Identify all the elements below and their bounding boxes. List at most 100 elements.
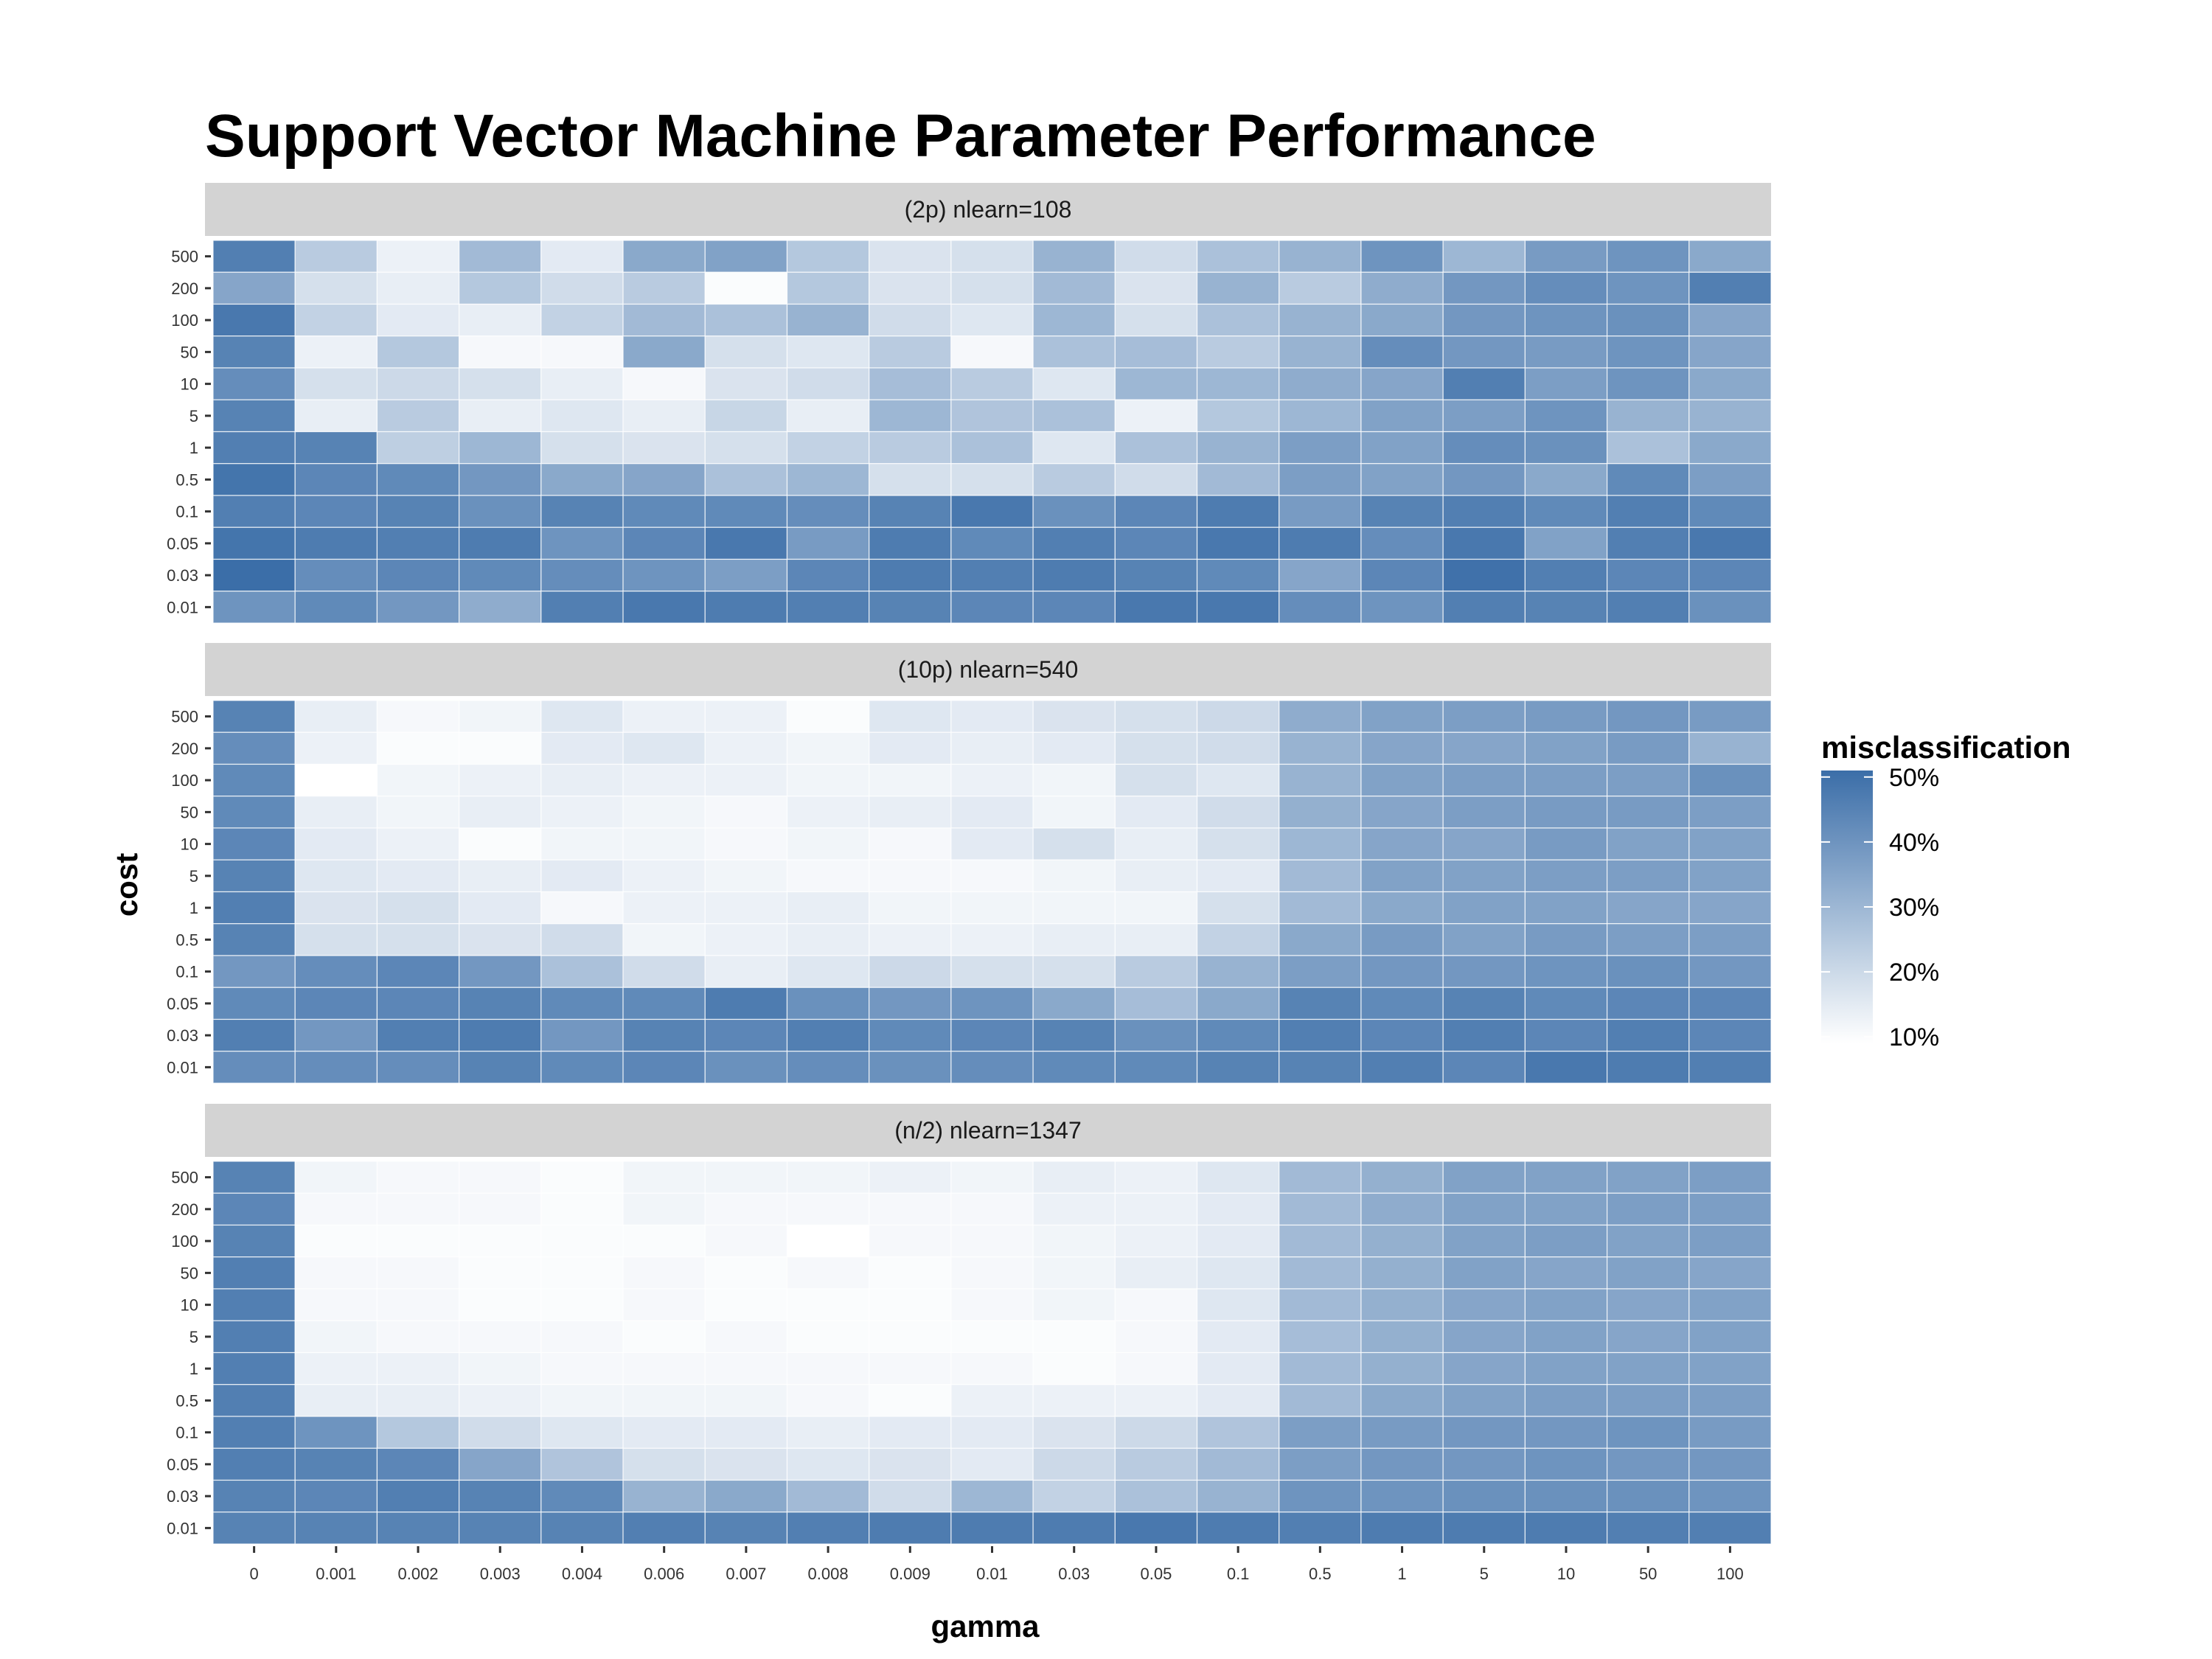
heatmap-cell: [1606, 859, 1690, 893]
heatmap-cell: [540, 1192, 624, 1226]
heatmap-cell: [1279, 987, 1362, 1020]
heatmap-cell: [622, 1479, 706, 1513]
heatmap-cell: [622, 859, 706, 893]
heatmap-cell: [1279, 240, 1362, 273]
heatmap-cell: [1114, 1256, 1198, 1290]
heatmap-cell: [1442, 1224, 1526, 1258]
heatmap-cell: [1196, 463, 1280, 496]
heatmap-cell: [1524, 987, 1608, 1020]
heatmap-cell: [1606, 1479, 1690, 1513]
heatmap-cell: [294, 1384, 378, 1417]
heatmap-cell: [869, 763, 952, 797]
heatmap-cell: [704, 700, 788, 733]
heatmap-cell: [1032, 463, 1116, 496]
heatmap-cell: [950, 240, 1034, 273]
heatmap-cell: [704, 827, 788, 860]
heatmap-cell: [376, 700, 460, 733]
heatmap-cell: [459, 1256, 542, 1290]
heatmap-cell: [1442, 591, 1526, 624]
heatmap-cell: [1114, 1447, 1198, 1481]
heatmap-cell: [622, 796, 706, 829]
heatmap-cell: [1279, 1224, 1362, 1258]
heatmap-cell: [704, 955, 788, 988]
heatmap-cell: [212, 827, 296, 860]
heatmap-cell: [950, 923, 1034, 956]
heatmap-cell: [622, 1018, 706, 1052]
heatmap-cell: [1114, 891, 1198, 925]
y-tick-label: 0.1: [175, 963, 198, 981]
x-tick-label: 0.5: [1309, 1565, 1332, 1583]
heatmap-cell: [786, 827, 870, 860]
heatmap-cell: [1360, 1384, 1444, 1417]
heatmap-cell: [1196, 367, 1280, 400]
heatmap-cell: [786, 1512, 870, 1545]
heatmap-cell: [1606, 1384, 1690, 1417]
heatmap-cell: [376, 1192, 460, 1226]
heatmap-cell: [1606, 463, 1690, 496]
heatmap-cell: [786, 955, 870, 988]
heatmap-cell: [1606, 1320, 1690, 1354]
heatmap-cell: [786, 1018, 870, 1052]
heatmap-cell: [1442, 1479, 1526, 1513]
heatmap-cell: [1032, 827, 1116, 860]
heatmap-cell: [294, 1161, 378, 1194]
heatmap-cell: [786, 1288, 870, 1321]
heatmap-cell: [1032, 1224, 1116, 1258]
heatmap-cell: [786, 891, 870, 925]
heatmap-cell: [540, 1256, 624, 1290]
heatmap-cell: [294, 827, 378, 860]
legend-tick-label: 50%: [1889, 764, 1939, 792]
heatmap-cell: [1032, 1447, 1116, 1481]
heatmap-cell: [376, 1384, 460, 1417]
heatmap-cell: [786, 1051, 870, 1084]
heatmap-cell: [1114, 1384, 1198, 1417]
heatmap-cell: [1279, 1447, 1362, 1481]
heatmap-cell: [1360, 463, 1444, 496]
x-tick-label: 0.008: [808, 1565, 849, 1583]
heatmap-cell: [950, 1051, 1034, 1084]
heatmap-cell: [1524, 495, 1608, 528]
heatmap-cell: [1196, 495, 1280, 528]
heatmap-cell: [786, 1192, 870, 1226]
heatmap-cell: [1360, 1256, 1444, 1290]
heatmap-cell: [1196, 271, 1280, 305]
heatmap-cell: [1688, 859, 1772, 893]
heatmap-cell: [622, 240, 706, 273]
heatmap-cell: [1606, 591, 1690, 624]
heatmap-cell: [1032, 431, 1116, 465]
heatmap-cell: [540, 463, 624, 496]
heatmap-cell: [1196, 796, 1280, 829]
heatmap-cell: [1442, 700, 1526, 733]
heatmap-cell: [786, 1352, 870, 1385]
heatmap-cell: [294, 1352, 378, 1385]
heatmap-cell: [376, 1256, 460, 1290]
heatmap-cell: [950, 1320, 1034, 1354]
heatmap-cell: [1196, 1447, 1280, 1481]
heatmap-cell: [1114, 923, 1198, 956]
heatmap-cell: [1196, 1320, 1280, 1354]
heatmap-cell: [1114, 1288, 1198, 1321]
heatmap-cell: [1196, 1224, 1280, 1258]
heatmap-cell: [376, 303, 460, 337]
heatmap-cell: [459, 1051, 542, 1084]
heatmap-cell: [786, 240, 870, 273]
heatmap-cell: [376, 495, 460, 528]
heatmap-cell: [704, 335, 788, 369]
heatmap-cell: [1114, 431, 1198, 465]
heatmap-cell: [1032, 399, 1116, 433]
heatmap-cell: [869, 271, 952, 305]
heatmap-cell: [622, 558, 706, 592]
y-tick-label: 50: [181, 343, 198, 361]
y-tick-label: 0.01: [167, 1519, 198, 1537]
heatmap-cell: [869, 859, 952, 893]
heatmap-cell: [459, 431, 542, 465]
heatmap-cell: [1196, 399, 1280, 433]
heatmap-cell: [459, 1161, 542, 1194]
x-tick-label: 0.004: [562, 1565, 602, 1583]
heatmap-cell: [1606, 827, 1690, 860]
heatmap-cell: [1279, 1416, 1362, 1449]
heatmap-cell: [1688, 1447, 1772, 1481]
heatmap-cell: [540, 955, 624, 988]
heatmap-cell: [376, 763, 460, 797]
heatmap-cell: [622, 526, 706, 560]
